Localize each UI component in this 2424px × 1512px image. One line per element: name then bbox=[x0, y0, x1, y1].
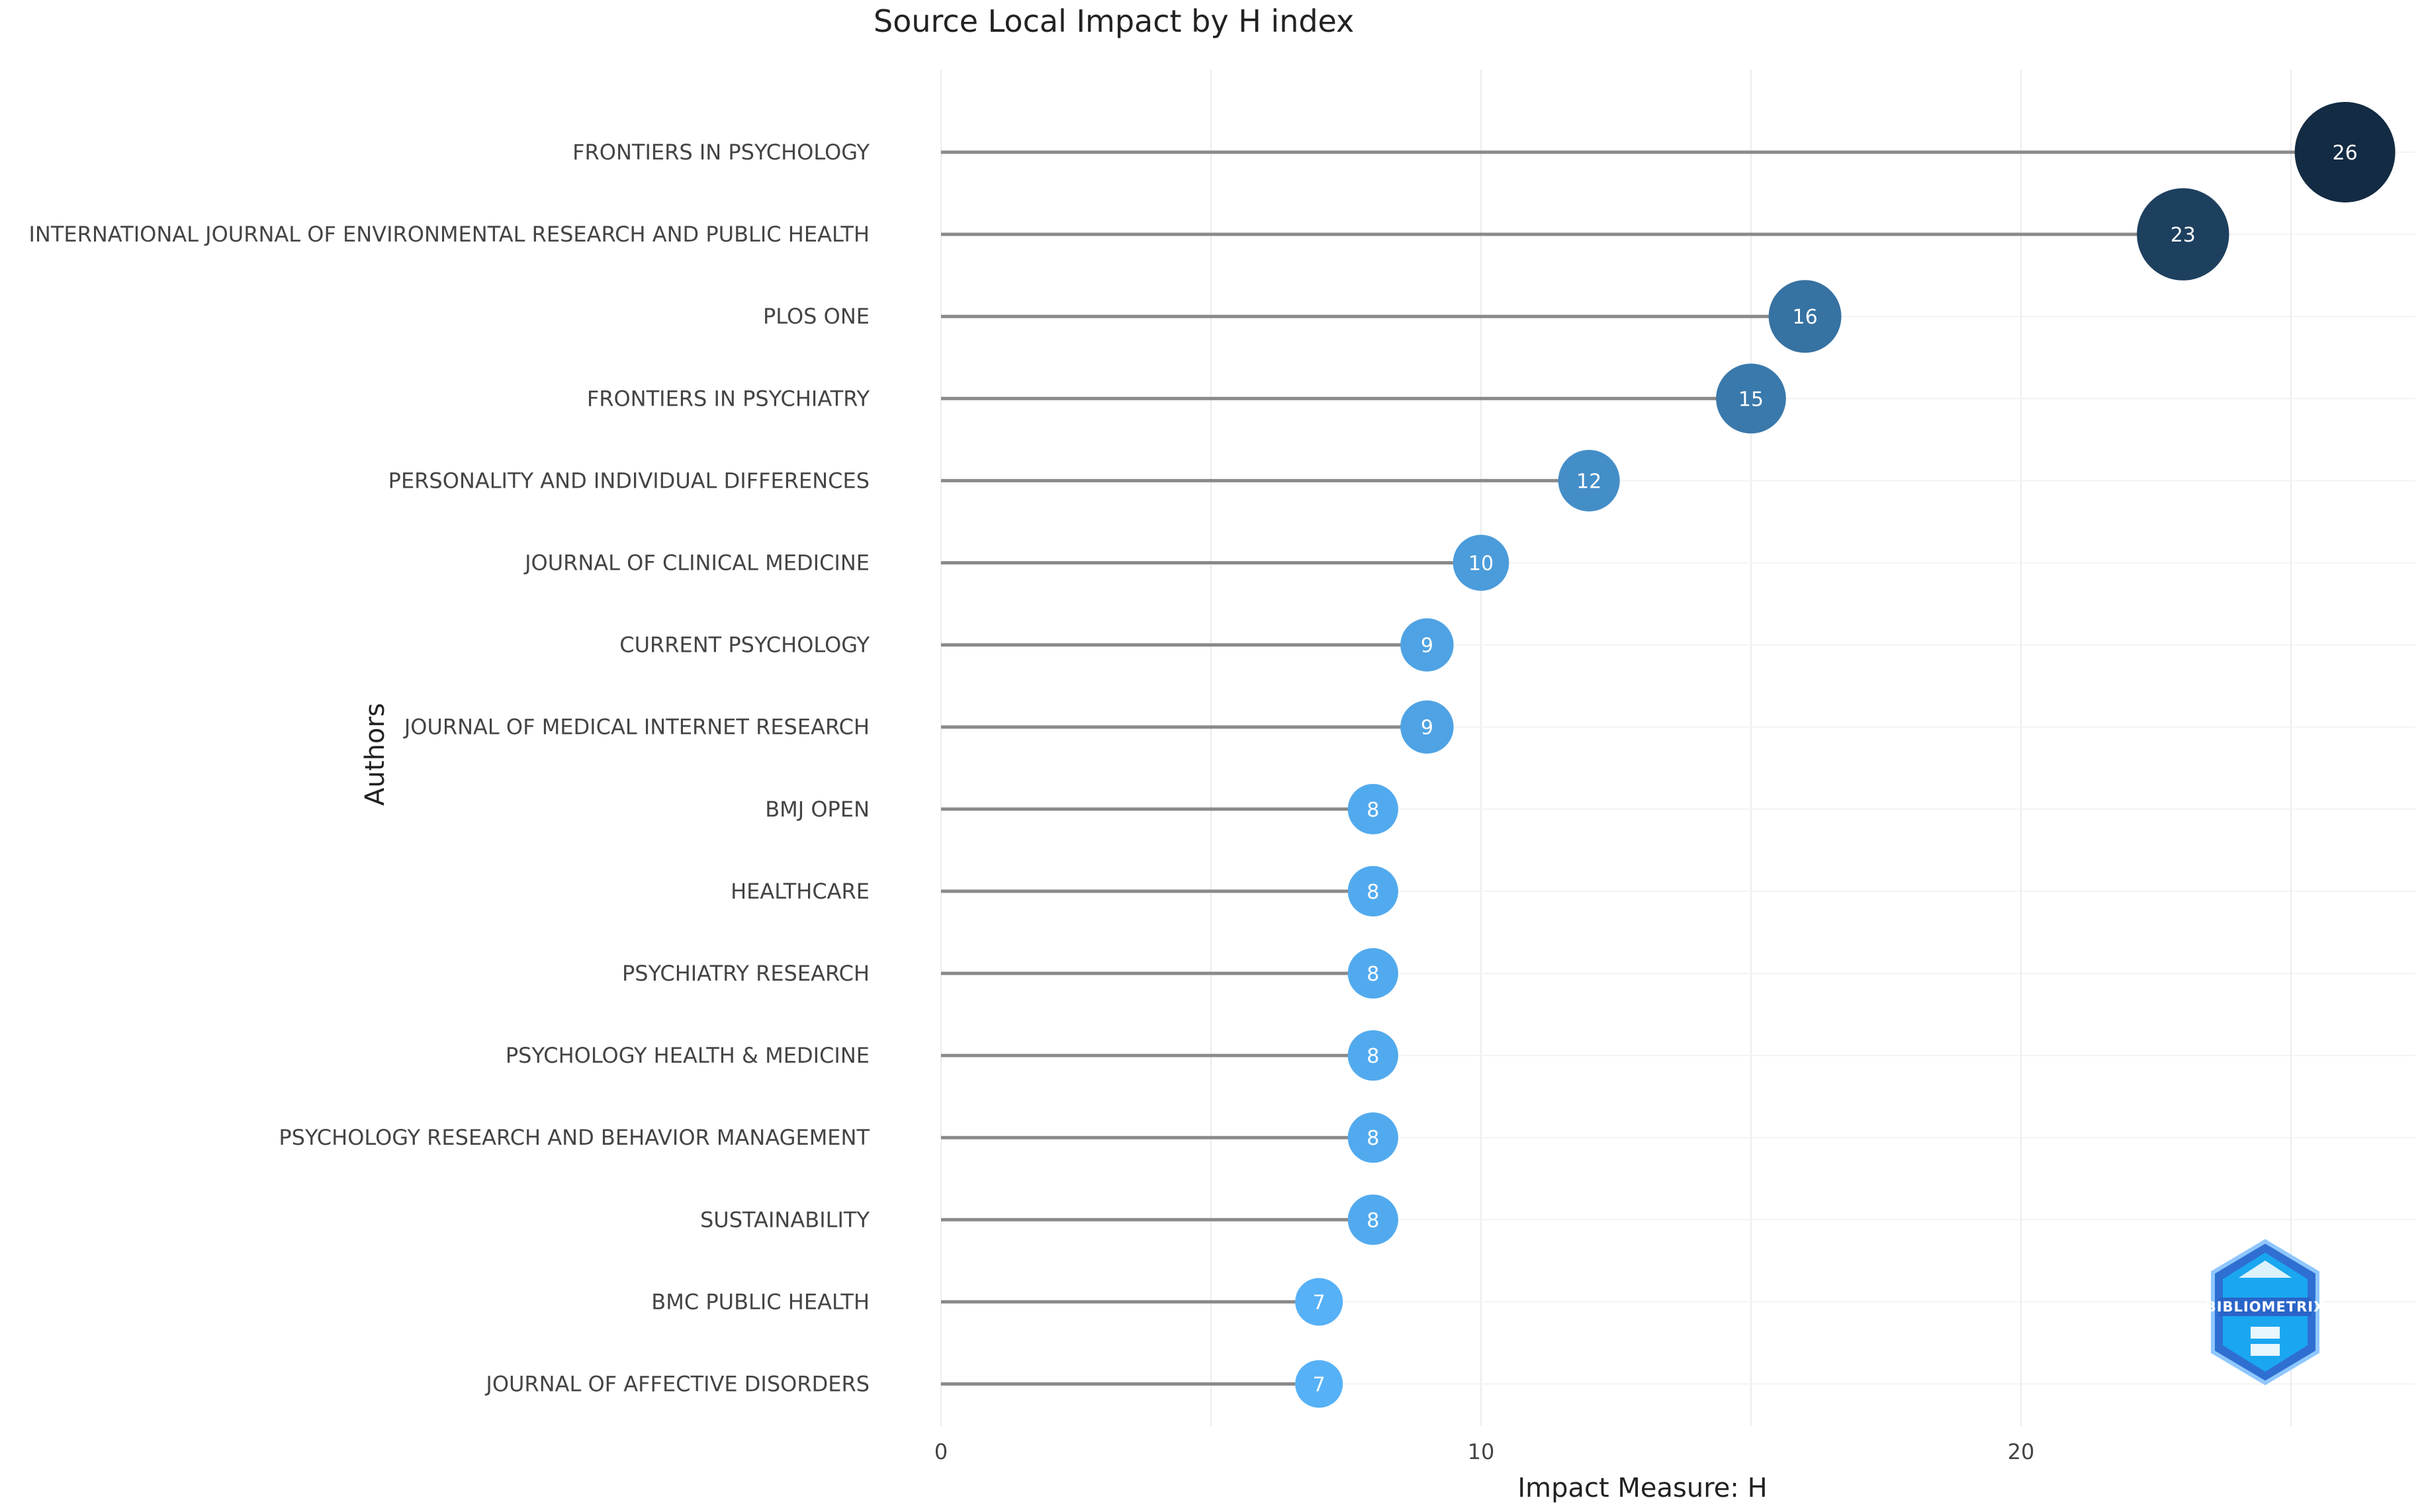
category-label: JOURNAL OF CLINICAL MEDICINE bbox=[523, 551, 870, 576]
lollipop-bubble bbox=[1347, 866, 1398, 917]
lollipop-bubble bbox=[1558, 449, 1620, 511]
lollipop-bubble bbox=[1768, 280, 1842, 353]
bubbles: 26 23 16 15 12 10 9 9 8 8 8 8 8 8 7 7 bbox=[1295, 102, 2396, 1408]
data-label: 10 bbox=[1468, 553, 1494, 576]
data-label: 23 bbox=[2171, 224, 2196, 247]
lollipop-bubble bbox=[1347, 1030, 1398, 1081]
category-label: JOURNAL OF MEDICAL INTERNET RESEARCH bbox=[403, 715, 870, 740]
data-label: 15 bbox=[1738, 388, 1764, 411]
x-axis-title: Impact Measure: H bbox=[1517, 1473, 1767, 1503]
lollipop-bubble bbox=[1347, 783, 1398, 834]
category-label: PSYCHIATRY RESEARCH bbox=[622, 961, 870, 986]
category-label: INTERNATIONAL JOURNAL OF ENVIRONMENTAL R… bbox=[28, 222, 870, 247]
data-label: 8 bbox=[1367, 881, 1379, 904]
category-label: BMJ OPEN bbox=[765, 797, 870, 822]
category-label: HEALTHCARE bbox=[731, 879, 870, 904]
lollipop-bubble bbox=[2294, 102, 2396, 202]
x-tick-label: 20 bbox=[2008, 1439, 2035, 1464]
lollipop-bubble bbox=[1347, 948, 1398, 999]
x-tick-label: 10 bbox=[1468, 1439, 1495, 1464]
data-label: 9 bbox=[1421, 717, 1433, 740]
data-label: 8 bbox=[1367, 1127, 1379, 1150]
data-label: 8 bbox=[1367, 1209, 1379, 1232]
x-tick-label: 0 bbox=[934, 1439, 948, 1464]
x-axis-ticks: 0 10 20 bbox=[934, 1439, 2035, 1464]
category-label: JOURNAL OF AFFECTIVE DISORDERS bbox=[484, 1372, 870, 1397]
category-label: CURRENT PSYCHOLOGY bbox=[619, 633, 870, 658]
category-label: FRONTIERS IN PSYCHOLOGY bbox=[572, 140, 870, 165]
category-label: SUSTAINABILITY bbox=[700, 1207, 870, 1232]
data-label: 16 bbox=[1793, 306, 1818, 329]
lollipop-bubble bbox=[1295, 1360, 1343, 1408]
lollipop-bubble bbox=[1295, 1278, 1343, 1326]
data-label: 12 bbox=[1576, 470, 1601, 493]
data-label: 9 bbox=[1421, 635, 1433, 658]
lollipop-bubble bbox=[1453, 535, 1509, 591]
category-label: PLOS ONE bbox=[763, 304, 870, 329]
data-label: 8 bbox=[1367, 799, 1379, 822]
lollipop-bubble bbox=[1400, 700, 1454, 754]
lollipop-bubble bbox=[1400, 618, 1454, 672]
stems bbox=[941, 150, 2345, 1386]
category-label: FRONTIERS IN PSYCHIATRY bbox=[587, 386, 870, 411]
category-labels: FRONTIERS IN PSYCHOLOGY INTERNATIONAL JOU… bbox=[28, 140, 870, 1397]
bibliometrix-logo-icon: BIBLIOMETRIX bbox=[2206, 1239, 2325, 1386]
data-label: 26 bbox=[2333, 142, 2358, 165]
lollipop-bubble bbox=[2137, 188, 2229, 281]
lollipop-bubble bbox=[1347, 1194, 1398, 1245]
lollipop-bubble bbox=[1347, 1112, 1398, 1163]
chart-title: Source Local Impact by H index bbox=[874, 3, 1354, 39]
category-label: BMC PUBLIC HEALTH bbox=[651, 1289, 870, 1314]
data-label: 7 bbox=[1313, 1291, 1325, 1314]
category-label: PSYCHOLOGY HEALTH & MEDICINE bbox=[506, 1043, 870, 1068]
lollipop-bubble bbox=[1716, 363, 1786, 434]
y-axis-title: Authors bbox=[360, 703, 390, 806]
category-label: PSYCHOLOGY RESEARCH AND BEHAVIOR MANAGEM… bbox=[279, 1125, 870, 1150]
data-label: 7 bbox=[1313, 1374, 1325, 1397]
watermark-text: BIBLIOMETRIX bbox=[2206, 1299, 2325, 1315]
data-label: 8 bbox=[1367, 1045, 1379, 1068]
category-label: PERSONALITY AND INDIVIDUAL DIFFERENCES bbox=[388, 468, 870, 493]
data-label: 8 bbox=[1367, 963, 1379, 986]
